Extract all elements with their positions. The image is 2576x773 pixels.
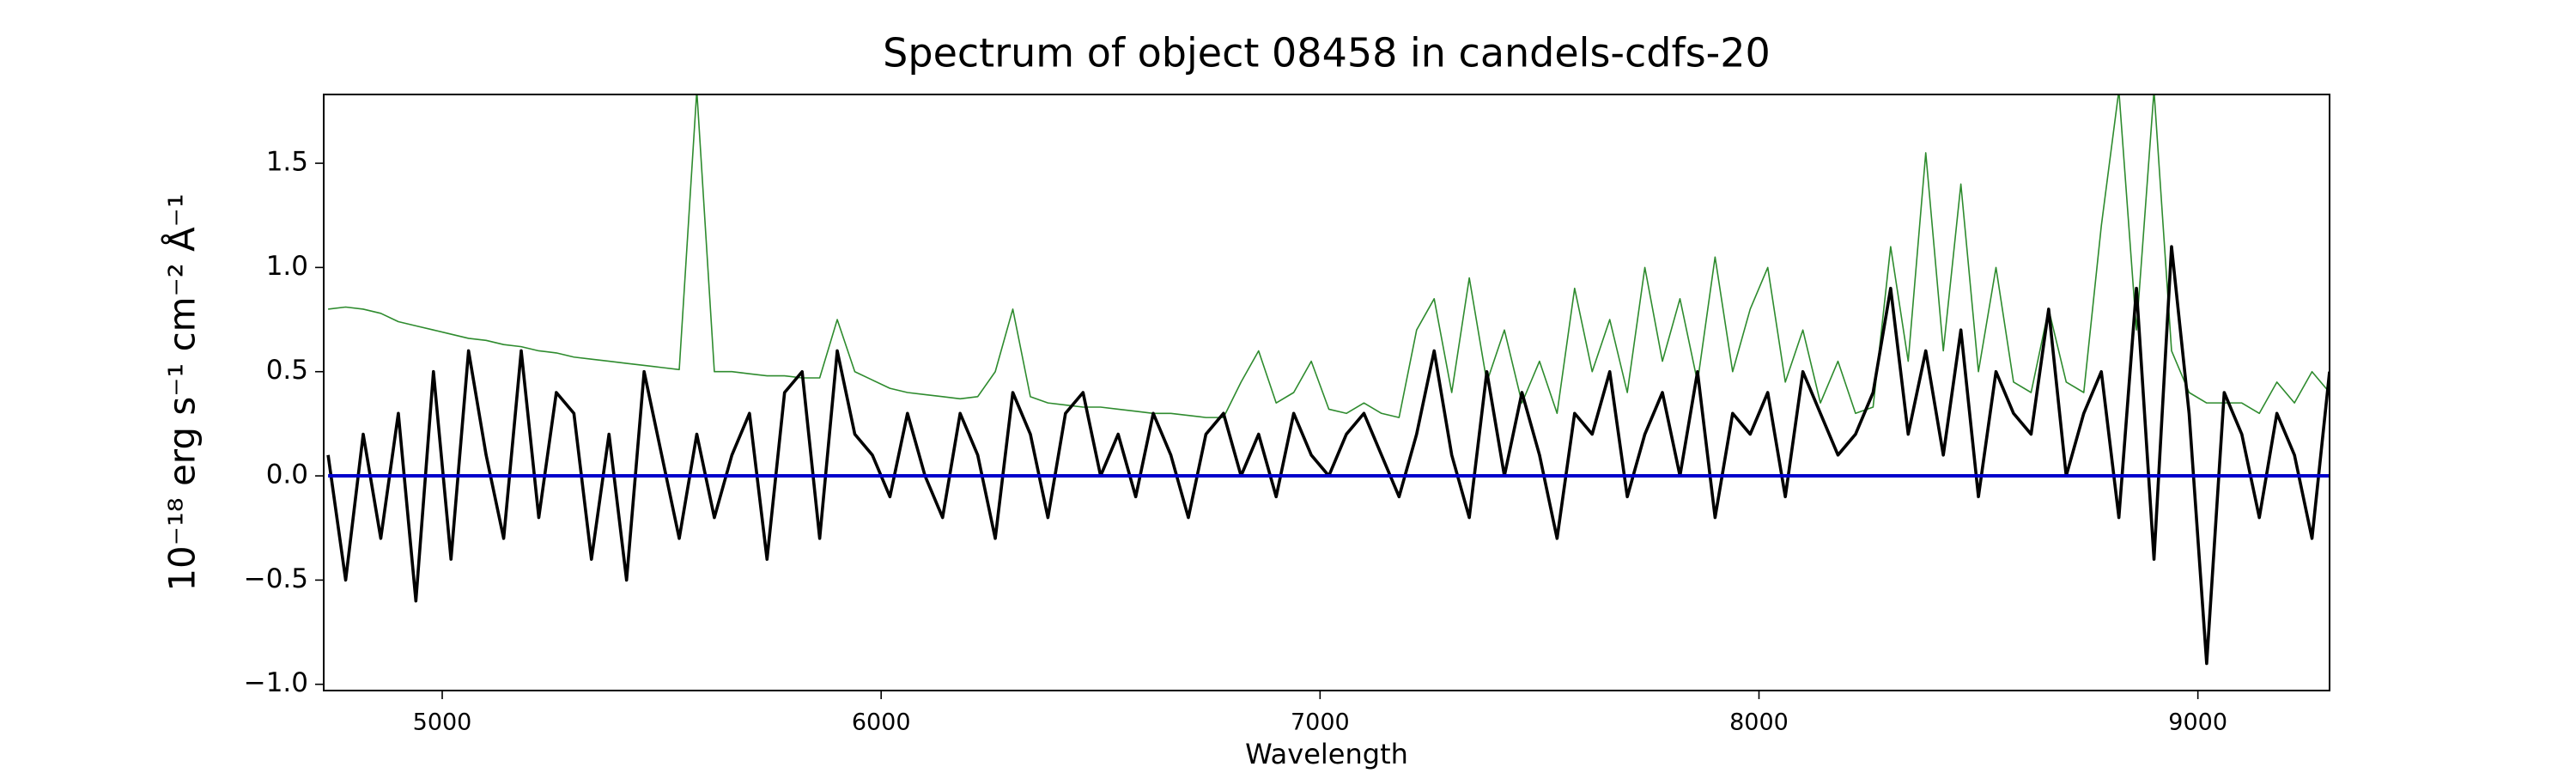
y-axis-label: 10⁻¹⁸ erg s⁻¹ cm⁻² Å⁻¹ — [161, 193, 204, 591]
x-tick-label: 5000 — [413, 709, 472, 736]
spectrum-line — [326, 245, 2330, 666]
y-tick-label: −1.0 — [244, 667, 308, 698]
chart-title: Spectrum of object 08458 in candels-cdfs… — [883, 30, 1771, 76]
spectrum-line — [328, 94, 2330, 418]
x-axis-label: Wavelength — [1245, 738, 1408, 770]
y-tick-label: 1.5 — [266, 147, 308, 178]
y-tick-label: 0.0 — [266, 460, 308, 490]
x-tick-label: 7000 — [1291, 709, 1350, 736]
plot-area — [326, 94, 2330, 666]
y-tick-label: 0.5 — [266, 355, 308, 386]
x-tick-label: 6000 — [852, 709, 911, 736]
y-tick-label: −0.5 — [244, 563, 308, 594]
y-tick-label: 1.0 — [266, 251, 308, 282]
axes-frame — [323, 94, 2330, 691]
x-tick-label: 9000 — [2168, 709, 2227, 736]
x-tick-label: 8000 — [1729, 709, 1789, 736]
